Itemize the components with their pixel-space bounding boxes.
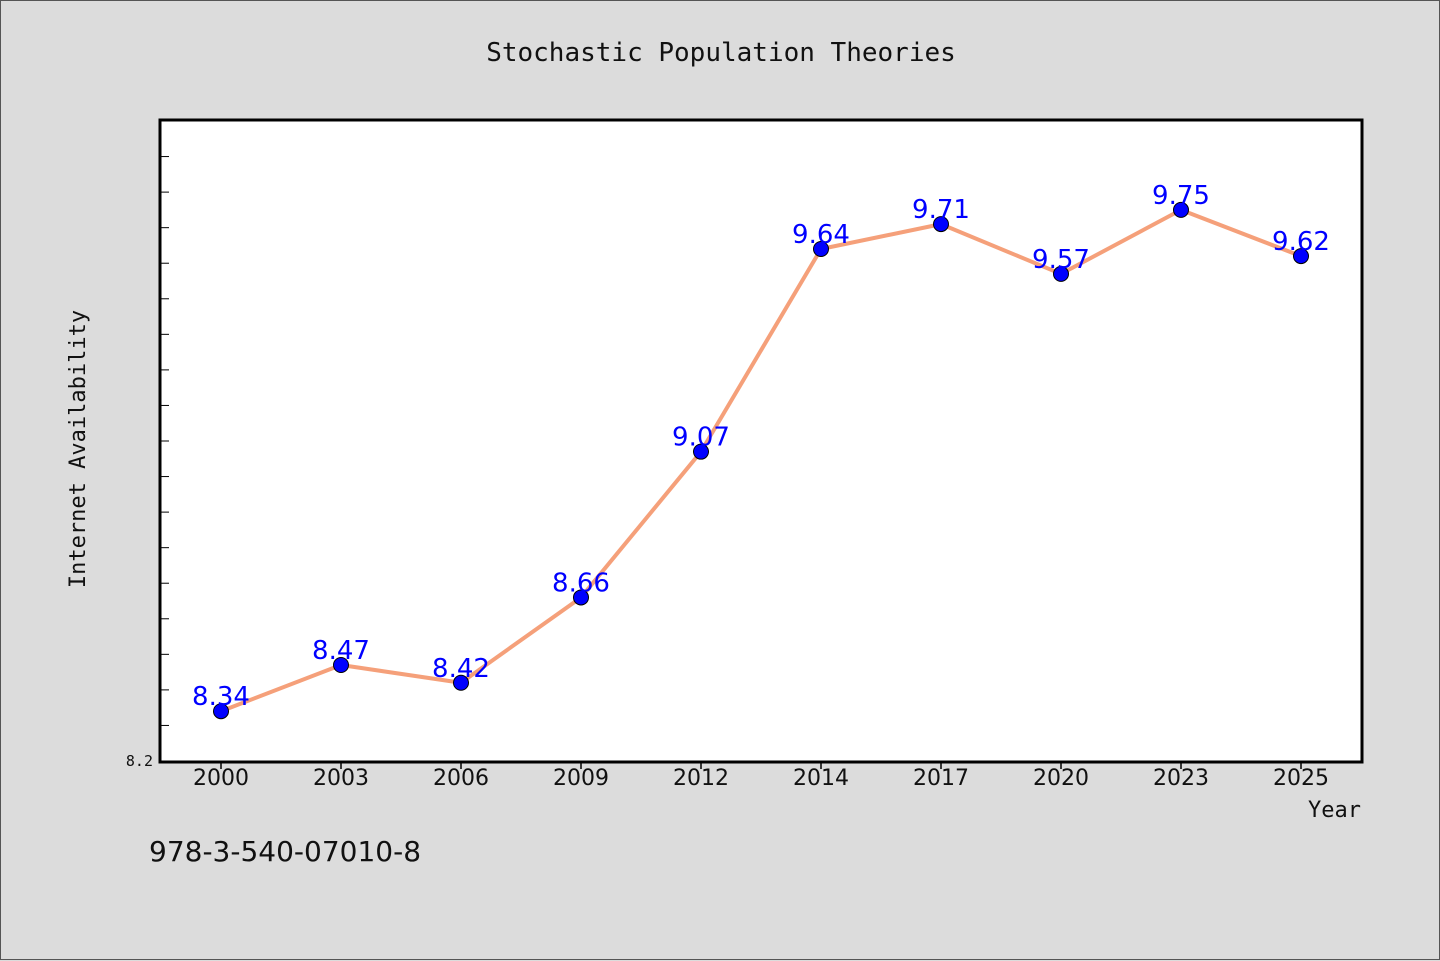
x-tick-label: 2006 <box>433 766 489 791</box>
data-label: 9.75 <box>1152 181 1210 211</box>
data-point <box>1053 265 1069 282</box>
data-label: 9.64 <box>792 220 850 250</box>
data-label: 9.62 <box>1272 227 1330 257</box>
chart-title: Stochastic Population Theories <box>486 38 956 68</box>
isbn-text: 978-3-540-07010-8 <box>149 835 422 868</box>
y-tick-label: 8.2 <box>126 752 153 770</box>
x-axis-label: Year <box>1308 798 1361 823</box>
data-point <box>813 241 829 257</box>
plot-area <box>158 118 1364 764</box>
x-axis-ticks: 2000 2003 2006 2009 2012 2014 2017 2020 2023 2025 <box>193 761 1329 791</box>
data-point <box>333 657 349 673</box>
x-tick-label: 2012 <box>673 766 729 791</box>
x-tick-label: 2023 <box>1153 766 1209 791</box>
data-label: 8.66 <box>552 568 610 598</box>
data-point <box>933 216 949 233</box>
x-tick-label: 2000 <box>193 766 249 791</box>
data-labels: 8.34 8.47 8.42 8.66 9.07 9.64 9.71 9.57 9.75 9.62 <box>192 181 1330 712</box>
x-tick-label: 2017 <box>913 766 969 791</box>
data-point <box>693 443 709 460</box>
data-point <box>453 674 469 691</box>
x-tick-label: 2014 <box>793 766 849 791</box>
data-label: 9.07 <box>672 423 730 453</box>
data-point <box>1173 201 1189 218</box>
data-label: 8.47 <box>312 636 370 666</box>
data-label: 9.57 <box>1032 245 1090 275</box>
y-axis-ticks: 8.2 <box>126 156 169 770</box>
y-axis-label: Internet Availability <box>66 310 91 588</box>
x-tick-label: 2003 <box>313 766 369 791</box>
data-label: 8.34 <box>192 682 250 712</box>
data-label: 9.71 <box>912 195 970 225</box>
x-tick-label: 2020 <box>1033 766 1089 791</box>
data-point <box>573 589 589 606</box>
series-line <box>220 207 1302 714</box>
data-point <box>213 703 229 720</box>
data-series <box>213 201 1309 720</box>
x-tick-label: 2025 <box>1273 766 1329 791</box>
data-label: 8.42 <box>432 654 490 684</box>
x-tick-label: 2009 <box>553 766 609 791</box>
data-point <box>1293 248 1309 265</box>
